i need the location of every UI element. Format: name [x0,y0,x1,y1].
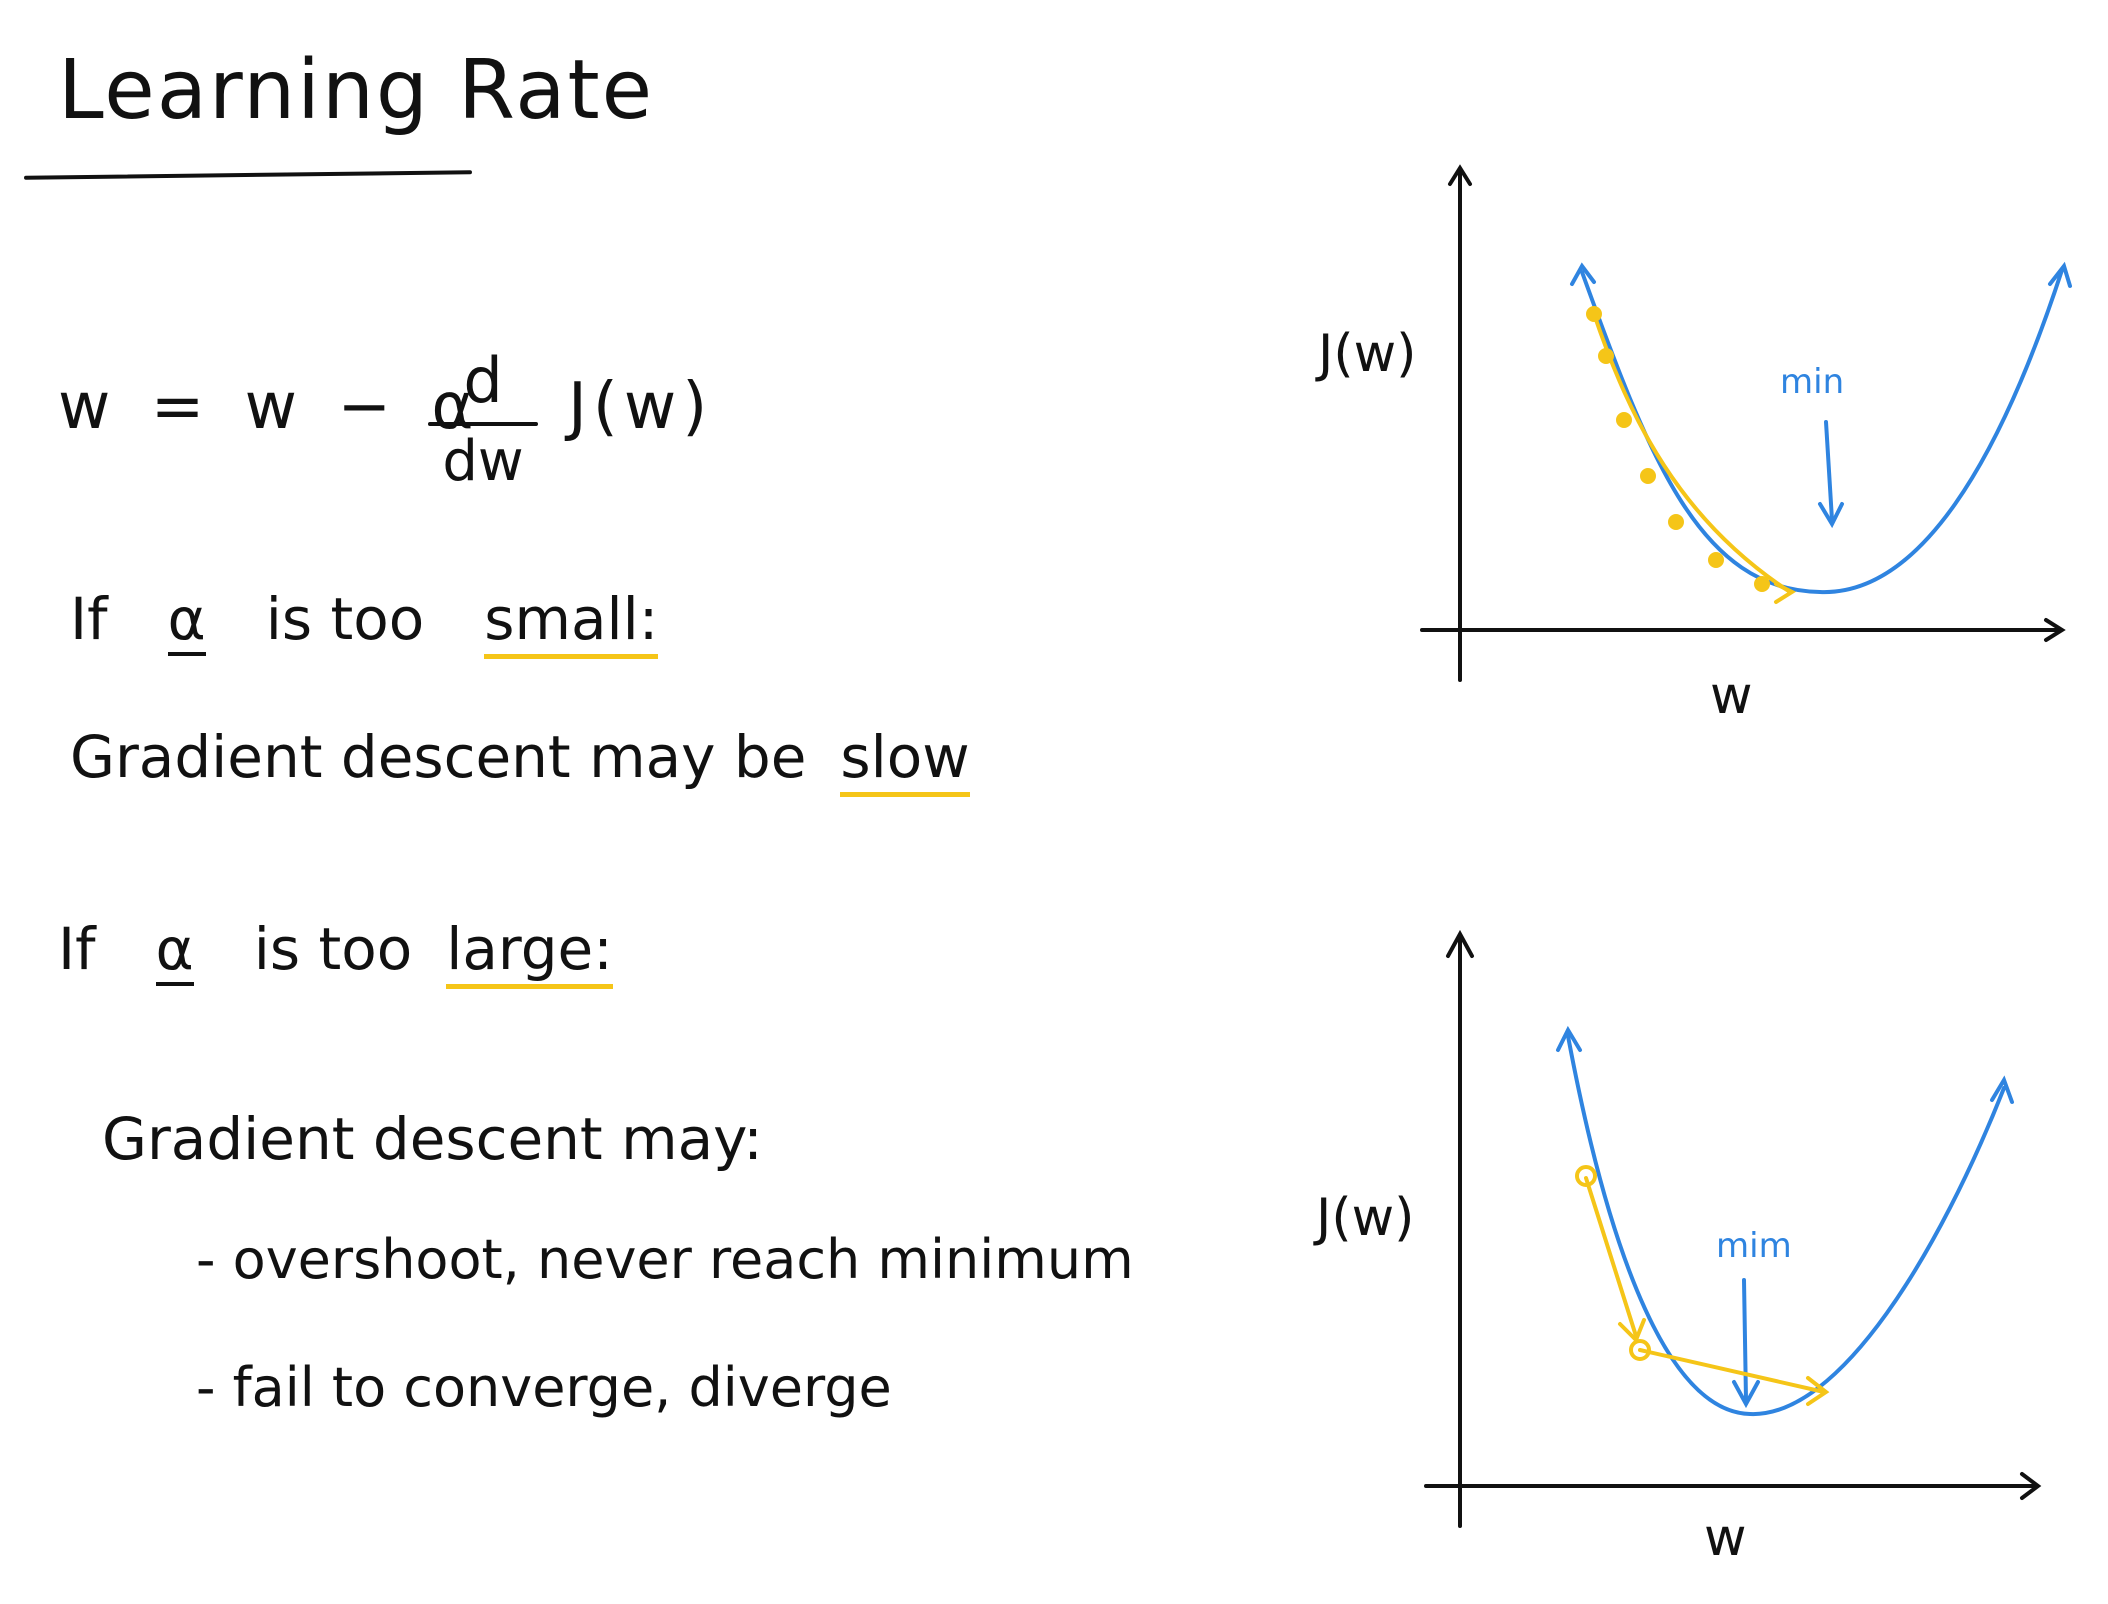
large-alpha-condition: If α is too large: [58,920,613,989]
step-point [1616,412,1632,428]
alpha-symbol: α [155,920,194,986]
min-label: mim [1716,1226,1792,1266]
step-arrowhead [1806,1376,1830,1406]
derivative-fraction: d dw [428,350,538,490]
condition-middle: is too [265,585,425,653]
gradient-steps [1575,1165,1830,1406]
consequence-text: Gradient descent may be [70,723,807,791]
min-pointer-arrow [1742,1278,1748,1402]
cost-curve [1580,268,2064,595]
min-pointer-arrowhead [1732,1380,1760,1409]
small-alpha-condition: If α is too small: [70,585,659,659]
step-point [1708,552,1724,568]
min-pointer-arrow [1824,420,1834,522]
title-underline [23,170,473,180]
step-point [1586,306,1602,322]
step-point [1629,1339,1651,1361]
x-axis [1420,618,2066,642]
small-rate-graph [1420,164,2072,682]
min-pointer-arrowhead [1818,502,1844,529]
cost-curve [1566,1034,2006,1417]
gradient-steps [1586,306,1797,604]
y-axis [1448,164,1472,682]
step-point [1598,348,1614,364]
large-keyword: large: [446,920,613,989]
update-rule-equation: w = w − α d dw J(w) [58,350,778,510]
step-segment [1584,1176,1638,1338]
small-keyword: small: [484,590,659,659]
fraction-bar [428,422,538,426]
alpha-symbol: α [167,590,206,656]
step-point [1640,468,1656,484]
step-point [1668,514,1684,530]
condition-if: If [58,915,96,983]
fraction-denominator: dw [442,429,524,494]
x-axis-label: w [1710,666,1753,726]
step-point [1754,576,1770,592]
bullet-diverge: - fail to converge, diverge [196,1356,892,1419]
y-axis [1446,929,1474,1528]
large-rate-graph [1424,929,2042,1528]
y-axis-label: J(w) [1316,1188,1415,1248]
equation-rhs: J(w) [568,370,714,444]
condition-middle: is too [253,915,413,983]
condition-if: If [70,585,108,653]
x-axis [1424,1472,2042,1500]
large-alpha-consequence: Gradient descent may: [102,1105,763,1173]
step-segment [1638,1348,1826,1394]
step-path [1592,312,1792,594]
curve-left-arrowhead [1570,262,1596,286]
step-arrowhead [1774,582,1797,604]
x-axis-label: w [1704,1508,1747,1568]
slow-keyword: slow [840,728,970,797]
curve-left-arrowhead [1556,1025,1582,1052]
curve-right-arrowhead [2048,261,2072,288]
page-title: Learning Rate [58,43,655,138]
y-axis-label: J(w) [1318,324,1417,384]
fraction-numerator: d [463,344,503,417]
small-alpha-consequence: Gradient descent may be slow [70,728,970,797]
bullet-overshoot: - overshoot, never reach minimum [196,1228,1134,1291]
min-label: min [1780,362,1845,402]
step-point [1575,1165,1597,1187]
equation-lhs: w = w − α [58,370,484,444]
curve-right-arrowhead [1990,1075,2014,1104]
